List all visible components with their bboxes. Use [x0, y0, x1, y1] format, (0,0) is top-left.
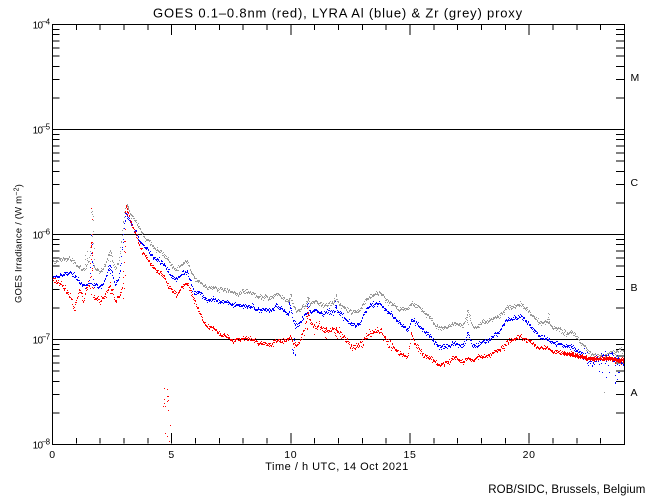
svg-text:−7: −7 — [42, 333, 51, 342]
svg-text:B: B — [631, 282, 638, 294]
svg-text:10: 10 — [33, 126, 44, 137]
svg-text:10: 10 — [33, 336, 44, 347]
svg-text:−6: −6 — [42, 228, 51, 237]
svg-text:10: 10 — [33, 231, 44, 242]
svg-text:C: C — [631, 177, 639, 189]
svg-text:5: 5 — [168, 449, 175, 461]
svg-text:M: M — [631, 72, 640, 84]
svg-text:A: A — [631, 387, 638, 399]
svg-text:−5: −5 — [42, 123, 51, 132]
svg-text:10: 10 — [284, 449, 297, 461]
svg-text:GOES 0.1–0.8nm (red), LYRA Al: GOES 0.1–0.8nm (red), LYRA Al (blue) & Z… — [153, 6, 523, 21]
svg-text:15: 15 — [403, 449, 416, 461]
svg-text:10: 10 — [33, 441, 44, 452]
svg-text:Time / h UTC, 14 Oct 2021: Time / h UTC, 14 Oct 2021 — [265, 461, 409, 473]
svg-text:20: 20 — [523, 449, 536, 461]
svg-text:0: 0 — [49, 449, 56, 461]
svg-text:GOES Irradiance / (W m−2): GOES Irradiance / (W m−2) — [14, 184, 25, 303]
svg-text:10: 10 — [33, 21, 44, 32]
svg-text:−8: −8 — [42, 438, 51, 447]
svg-text:−4: −4 — [42, 18, 51, 27]
svg-text:ROB/SIDC, Brussels, Belgium: ROB/SIDC, Brussels, Belgium — [488, 484, 645, 496]
